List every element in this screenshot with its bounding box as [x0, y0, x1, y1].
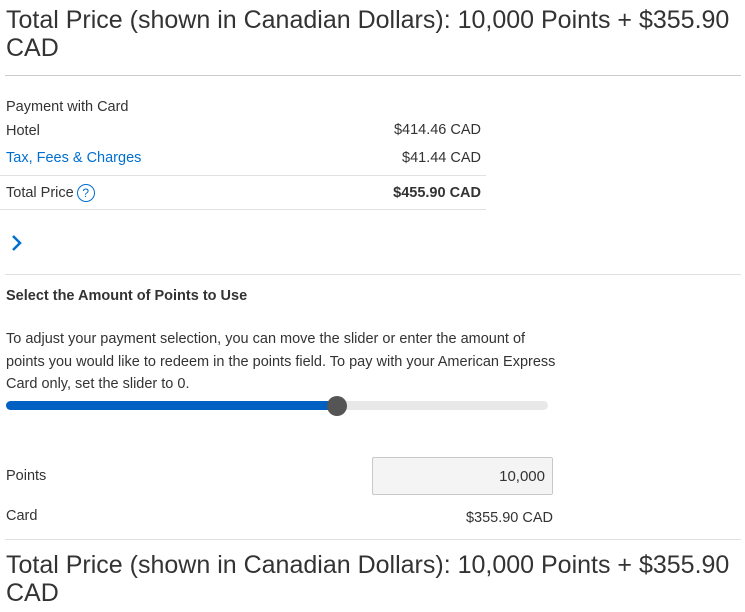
hotel-value: $414.46 CAD — [393, 122, 481, 138]
slider-fill — [6, 401, 337, 410]
divider — [0, 175, 486, 176]
chevron-right-icon[interactable] — [10, 234, 24, 252]
points-heading: Select the Amount of Points to Use — [6, 288, 248, 304]
card-label: Card — [6, 508, 38, 524]
points-description: To adjust your payment selection, you ca… — [6, 331, 556, 392]
tax-value: $41.44 CAD — [402, 150, 481, 166]
divider — [5, 75, 741, 76]
points-label: Points — [6, 468, 47, 484]
tax-fees-link[interactable]: Tax, Fees & Charges — [6, 150, 142, 166]
help-icon[interactable]: ? — [76, 184, 95, 203]
payment-section-label: Payment with Card — [6, 99, 129, 115]
divider — [0, 209, 486, 210]
points-input[interactable] — [372, 457, 553, 495]
divider — [5, 539, 741, 540]
footer-total-title: Total Price (shown in Canadian Dollars):… — [6, 551, 730, 607]
total-label: Total Price — [6, 185, 74, 201]
hotel-label: Hotel — [6, 123, 40, 139]
card-value: $355.90 CAD — [465, 510, 553, 526]
total-value: $455.90 CAD — [393, 185, 481, 201]
total-price-row: Total Price? — [6, 184, 95, 203]
page-title: Total Price (shown in Canadian Dollars):… — [6, 6, 730, 62]
slider-handle[interactable] — [326, 396, 347, 416]
divider — [5, 274, 741, 275]
